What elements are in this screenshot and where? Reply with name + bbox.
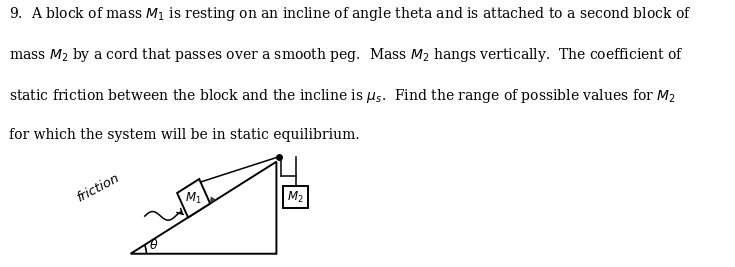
Text: friction: friction: [75, 171, 122, 204]
Text: static friction between the block and the incline is $\mu_s$.  Find the range of: static friction between the block and th…: [9, 87, 675, 105]
Text: 9.  A block of mass $M_1$ is resting on an incline of angle theta and is attache: 9. A block of mass $M_1$ is resting on a…: [9, 5, 691, 23]
Polygon shape: [210, 197, 216, 203]
Polygon shape: [177, 179, 210, 217]
Text: $M_2$: $M_2$: [287, 190, 304, 205]
Text: for which the system will be in static equilibrium.: for which the system will be in static e…: [9, 128, 359, 142]
Text: $M_1$: $M_1$: [185, 191, 202, 206]
Text: $\theta$: $\theta$: [149, 238, 158, 252]
Text: mass $M_2$ by a cord that passes over a smooth peg.  Mass $M_2$ hangs vertically: mass $M_2$ by a cord that passes over a …: [9, 46, 684, 64]
Polygon shape: [283, 186, 308, 208]
